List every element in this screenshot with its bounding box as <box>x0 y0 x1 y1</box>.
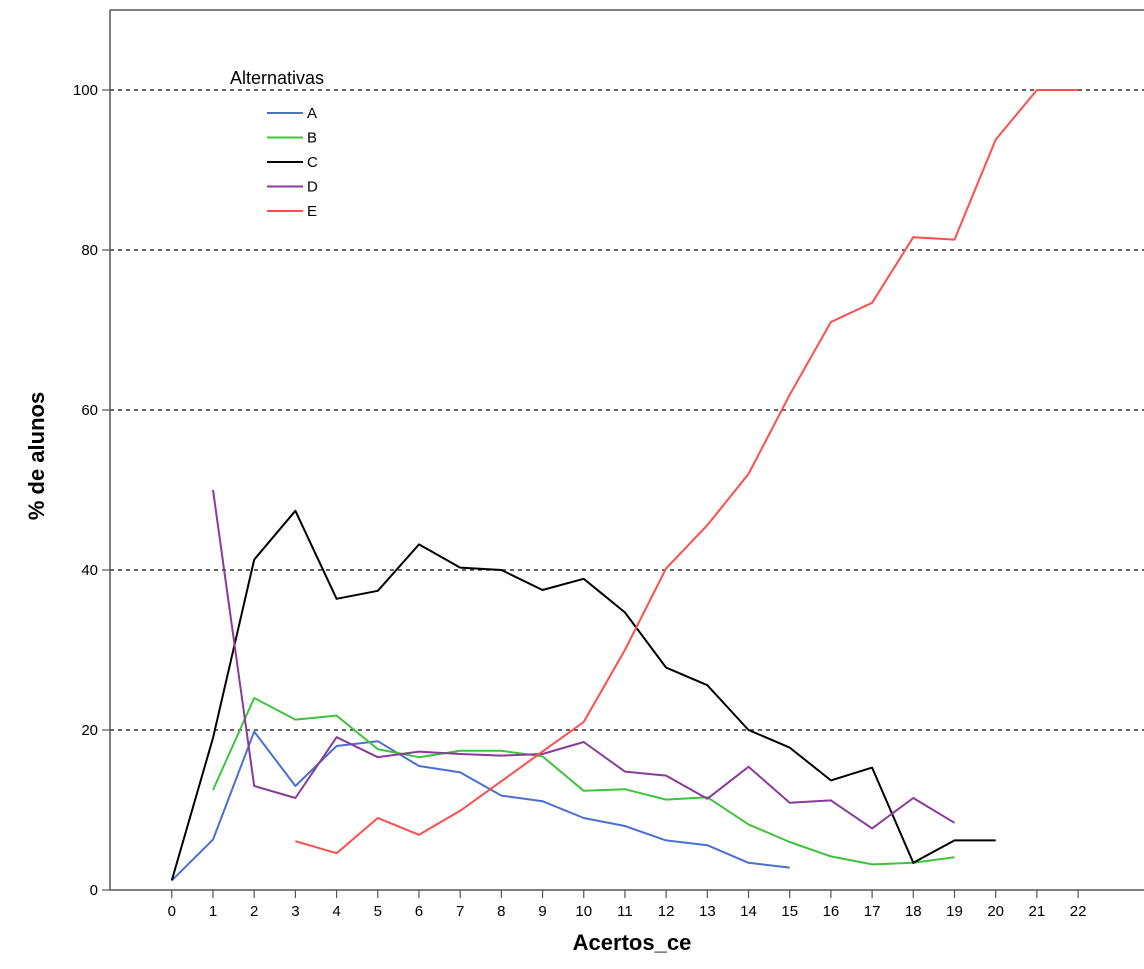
series-line-B <box>212 697 955 866</box>
x-tick-label: 3 <box>291 903 299 920</box>
x-tick-label: 22 <box>1070 903 1087 920</box>
x-axis-title: Acertos_ce <box>573 930 692 955</box>
gridlines <box>110 89 1144 731</box>
legend-label-A: A <box>307 105 317 122</box>
x-tick-label: 6 <box>415 903 423 920</box>
legend-title: Alternativas <box>230 68 324 88</box>
series-line-E <box>295 89 1079 855</box>
axes <box>109 9 1144 891</box>
x-tick-label: 7 <box>456 903 464 920</box>
x-tick-label: 15 <box>781 903 798 920</box>
x-tick-label: 14 <box>740 903 757 920</box>
x-tick-label: 9 <box>538 903 546 920</box>
x-tick-label: 17 <box>864 903 881 920</box>
legend-label-E: E <box>307 203 317 220</box>
legend-label-C: C <box>307 154 318 171</box>
y-tick-label: 20 <box>81 722 98 739</box>
x-tick-label: 11 <box>617 903 633 920</box>
x-tick-label: 20 <box>987 903 1004 920</box>
x-tick-label: 0 <box>168 903 176 920</box>
x-tick-label: 12 <box>658 903 675 920</box>
x-tick-label: 10 <box>575 903 592 920</box>
x-tick-label: 16 <box>823 903 840 920</box>
y-tick-label: 100 <box>73 82 98 99</box>
x-tick-label: 5 <box>374 903 382 920</box>
series-line-C <box>170 509 996 881</box>
x-tick-label: 19 <box>946 903 963 920</box>
series-lines <box>170 89 1079 882</box>
y-tick-label: 60 <box>81 402 98 419</box>
x-tick-label: 8 <box>497 903 505 920</box>
y-axis-title: % de alunos <box>24 392 49 520</box>
x-tick-label: 21 <box>1029 903 1046 920</box>
x-tick-label: 13 <box>699 903 716 920</box>
series-line-A <box>171 730 790 882</box>
legend-label-D: D <box>307 179 318 196</box>
y-tick-label: 80 <box>81 242 98 259</box>
series-line-D <box>212 489 956 830</box>
x-tick-label: 2 <box>250 903 258 920</box>
x-tick-label: 18 <box>905 903 922 920</box>
y-tick-label: 0 <box>90 882 98 899</box>
x-tick-label: 1 <box>209 903 217 920</box>
legend-label-B: B <box>307 130 317 147</box>
y-tick-label: 40 <box>81 562 98 579</box>
x-tick-label: 4 <box>332 903 340 920</box>
